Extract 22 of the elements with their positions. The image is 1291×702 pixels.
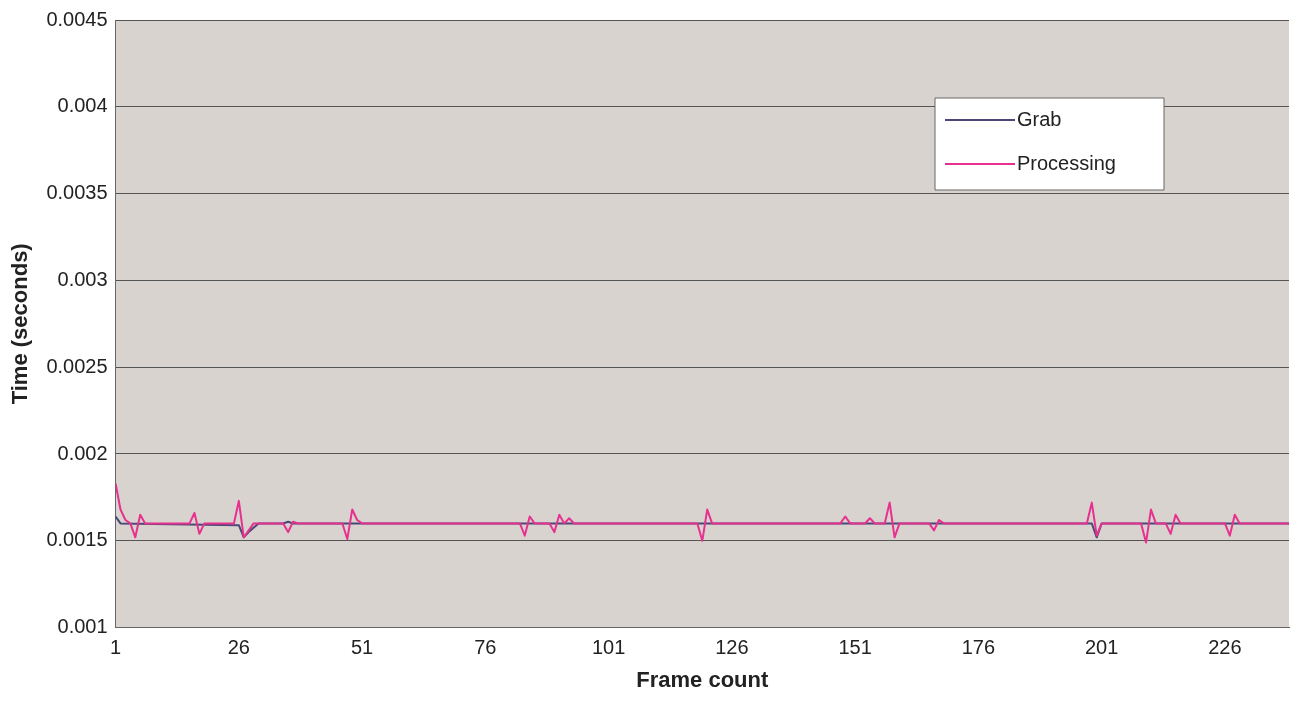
y-tick-label: 0.0025 bbox=[46, 354, 108, 377]
x-tick-label: 201 bbox=[1084, 636, 1119, 659]
y-tick-label: 0.0015 bbox=[46, 528, 108, 551]
y-tick-label: 0.0035 bbox=[46, 181, 108, 204]
y-tick-label: 0.002 bbox=[57, 441, 108, 464]
y-tick-label: 0.004 bbox=[57, 94, 108, 117]
y-tick-label: 0.0045 bbox=[46, 7, 108, 30]
y-tick-label: 0.001 bbox=[57, 615, 108, 638]
x-tick-label: 1 bbox=[110, 636, 122, 659]
legend-label: Grab bbox=[1017, 107, 1062, 130]
y-tick-label: 0.003 bbox=[57, 267, 108, 290]
x-tick-label: 226 bbox=[1208, 636, 1242, 659]
x-tick-label: 26 bbox=[227, 636, 250, 659]
legend-label: Processing bbox=[1017, 151, 1116, 174]
x-tick-label: 76 bbox=[474, 636, 497, 659]
x-tick-label: 51 bbox=[350, 636, 374, 659]
x-tick-label: 101 bbox=[591, 636, 626, 659]
x-tick-label: 151 bbox=[838, 636, 872, 659]
x-tick-label: 176 bbox=[961, 636, 996, 659]
x-axis-title: Frame count bbox=[636, 666, 769, 692]
x-tick-label: 126 bbox=[715, 636, 749, 659]
y-axis-title: Time (seconds) bbox=[7, 243, 33, 405]
